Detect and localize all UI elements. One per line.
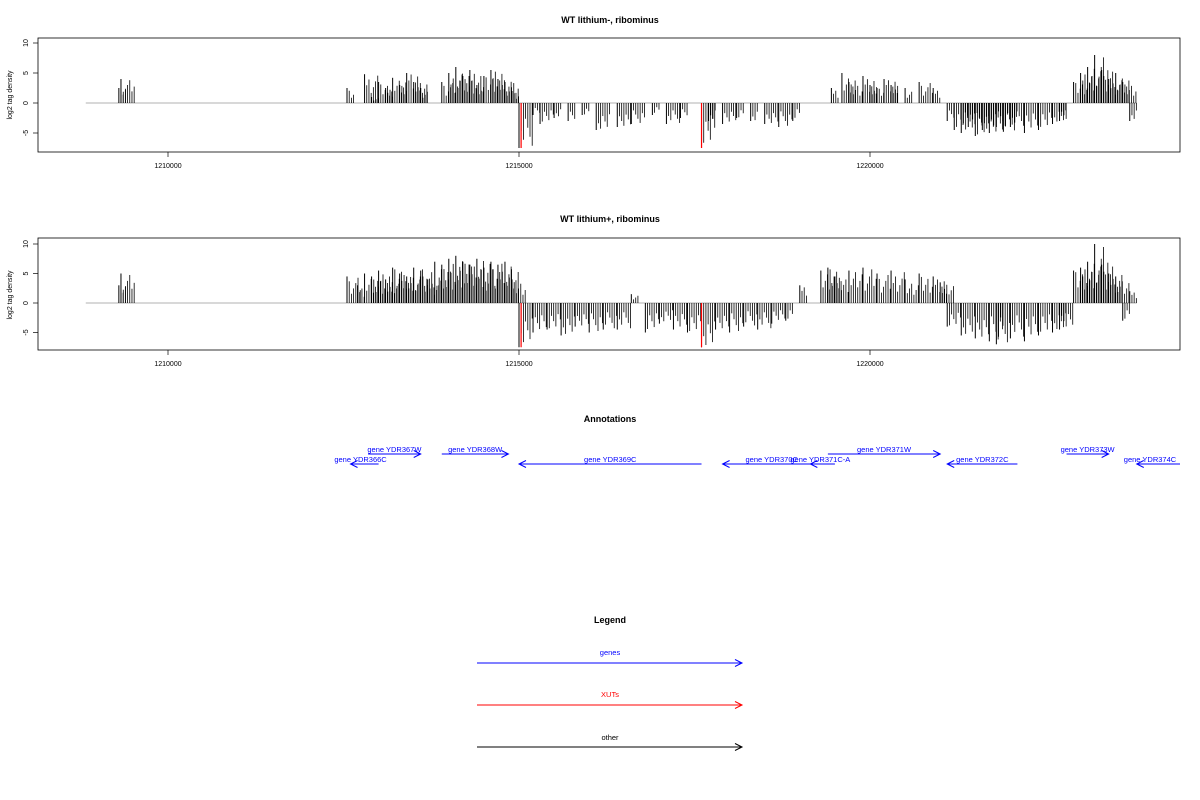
y-axis-label: log2 tag density	[7, 70, 14, 120]
legend-item-other: other	[477, 733, 744, 751]
legend-arrow-head	[734, 659, 744, 667]
x-tick-label: 1210000	[154, 163, 181, 170]
bar-series	[85, 55, 1137, 148]
gene-arrow: gene YDR372C	[946, 455, 1018, 468]
gene-arrow-head	[946, 460, 955, 468]
gene-arrow: gene YDR366C	[334, 455, 387, 468]
legend-arrow-head	[734, 743, 744, 751]
legend-label: XUTs	[601, 690, 619, 699]
gene-label: gene YDR373W	[1061, 445, 1116, 454]
y-tick-label: 10	[23, 39, 30, 47]
y-axis-label: log2 tag density	[7, 270, 14, 320]
legend-title: Legend	[594, 615, 626, 625]
track-panel-lithium-plus: WT lithium+, ribominus log2 tag density …	[7, 214, 1181, 368]
gene-arrow: gene YDR374C	[1124, 455, 1180, 468]
gene-arrow: gene YDR368W	[441, 445, 510, 458]
gene-label: gene YDR366C	[334, 455, 387, 464]
y-tick-label: 10	[23, 240, 30, 248]
gene-arrow-head	[517, 460, 527, 468]
legend-item-genes: genes	[477, 648, 744, 667]
plot-frame	[37, 237, 1181, 351]
legend-label: genes	[600, 648, 621, 657]
legend-item-xuts: XUTs	[477, 690, 744, 709]
plot-frame	[37, 37, 1181, 153]
x-tick-label: 1215000	[505, 361, 532, 368]
x-tick-label: 1210000	[154, 361, 181, 368]
y-tick-label: 0	[23, 101, 30, 105]
gene-label: gene YDR374C	[1124, 455, 1177, 464]
y-axis: -5 0 5 10	[23, 39, 38, 136]
gene-arrow-head	[809, 460, 818, 468]
gene-arrow-head	[932, 450, 942, 458]
x-axis: 1210000 1215000 1220000	[154, 152, 884, 170]
y-tick-label: -5	[23, 130, 30, 136]
bar-series	[85, 244, 1137, 348]
panel-title: WT lithium-, ribominus	[561, 15, 659, 25]
gene-label: gene YDR370C	[746, 455, 799, 464]
gene-arrow-head	[501, 450, 510, 458]
gene-arrow: gene YDR370C	[721, 455, 821, 468]
gene-arrow: gene YDR371W	[827, 445, 942, 458]
gene-arrow: gene YDR369C	[517, 455, 702, 468]
gene-label: gene YDR368W	[448, 445, 503, 454]
x-tick-label: 1220000	[856, 163, 883, 170]
gene-arrow-head	[1135, 460, 1144, 468]
gene-arrow-head	[349, 460, 358, 468]
gene-arrow: gene YDR367W	[367, 445, 422, 458]
y-axis: -5 0 5 10	[23, 240, 38, 336]
gene-arrow-head	[413, 450, 422, 458]
y-tick-label: 5	[23, 271, 30, 275]
x-axis: 1210000 1215000 1220000	[154, 350, 884, 368]
gene-arrow-head	[721, 460, 730, 468]
gene-label: gene YDR372C	[956, 455, 1009, 464]
gene-label: gene YDR367W	[367, 445, 422, 454]
legend-label: other	[601, 733, 619, 742]
panel-title: WT lithium+, ribominus	[560, 214, 660, 224]
legend: Legend genes XUTs other	[477, 615, 744, 751]
gene-arrow: gene YDR371C-A	[790, 455, 850, 468]
x-tick-label: 1215000	[505, 163, 532, 170]
gene-arrow: gene YDR373W	[1061, 445, 1116, 458]
x-tick-label: 1220000	[856, 361, 883, 368]
track-panel-lithium-minus: WT lithium-, ribominus log2 tag density …	[7, 15, 1181, 170]
y-tick-label: 5	[23, 71, 30, 75]
y-tick-label: 0	[23, 301, 30, 305]
gene-label: gene YDR369C	[584, 455, 637, 464]
gene-label: gene YDR371C-A	[790, 455, 850, 464]
gene-label: gene YDR371W	[857, 445, 912, 454]
gene-arrow-head	[1101, 450, 1110, 458]
legend-arrow-head	[734, 701, 744, 709]
y-tick-label: -5	[23, 329, 30, 335]
annotations-title: Annotations	[584, 414, 637, 424]
